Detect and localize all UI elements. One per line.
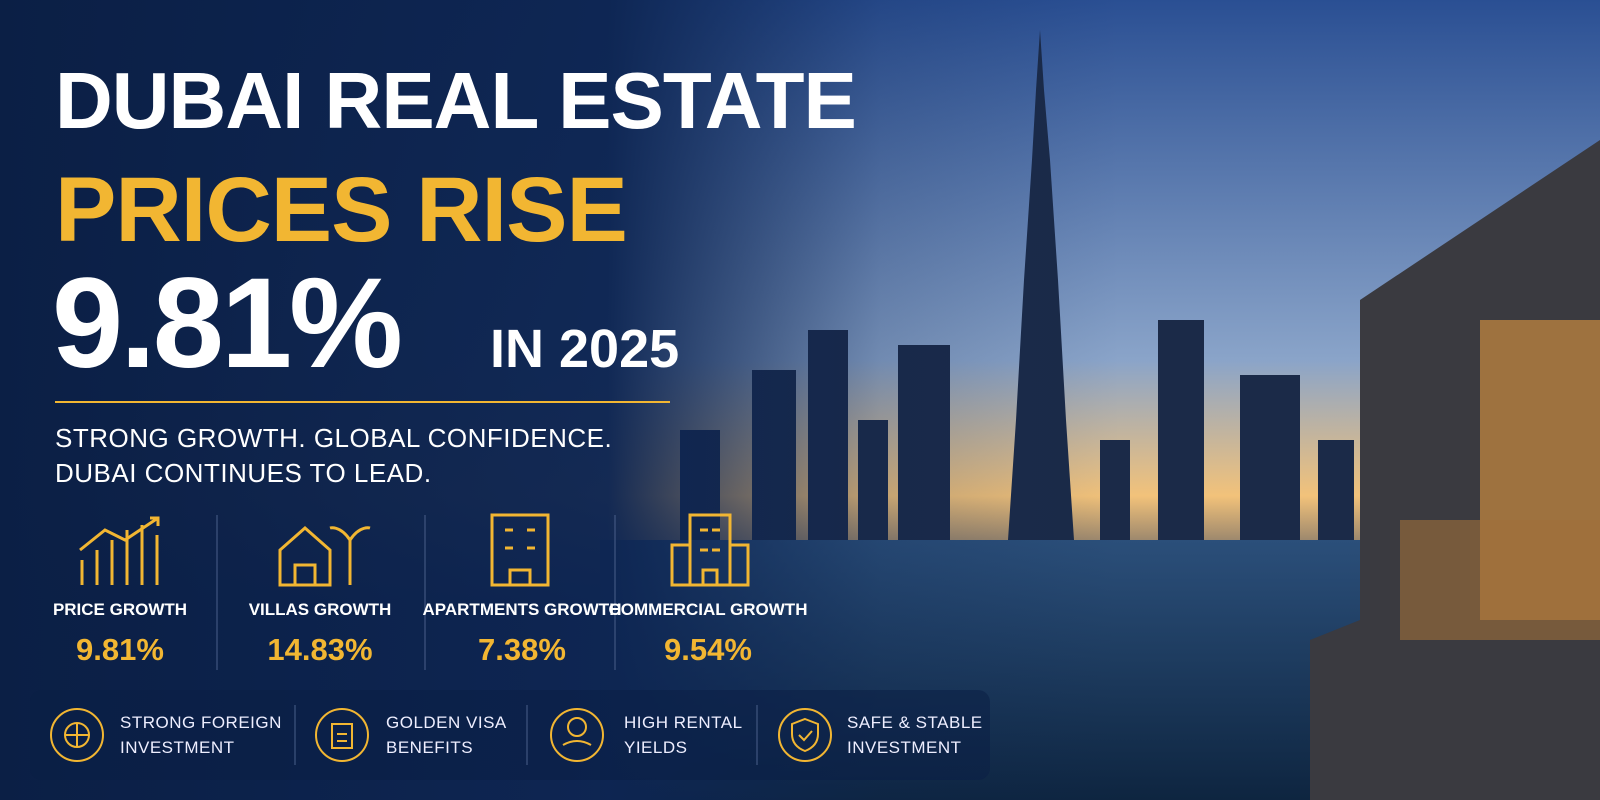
headline: PRICES RISE [55,159,628,261]
feature-text: INVESTMENT [847,738,962,757]
tagline: STRONG GROWTH. GLOBAL CONFIDENCE. [55,423,613,453]
feature-text: HIGH RENTAL [624,713,743,732]
headline-figure: 9.81% [52,252,403,395]
feature-text: BENEFITS [386,738,474,757]
stat-label: VILLAS GROWTH [248,600,392,619]
feature-text: STRONG FOREIGN [120,713,282,732]
stat-value: 14.83% [267,632,373,667]
feature-text: SAFE & STABLE [847,713,983,732]
stat-label: PRICE GROWTH [52,600,188,619]
tagline: DUBAI CONTINUES TO LEAD. [55,458,432,488]
stat-value: 7.38% [478,632,566,667]
feature-text: YIELDS [624,738,688,757]
stat-label: COMMERCIAL GROWTH [608,600,808,619]
stat-value: 9.81% [76,632,164,667]
headline: DUBAI REAL ESTATE [55,56,857,145]
feature-text: GOLDEN VISA [386,713,507,732]
headline-suffix: IN 2025 [490,319,680,379]
stat-value: 9.54% [664,632,752,667]
stat-label: APARTMENTS GROWTH [422,600,622,619]
feature-text: INVESTMENT [120,738,235,757]
